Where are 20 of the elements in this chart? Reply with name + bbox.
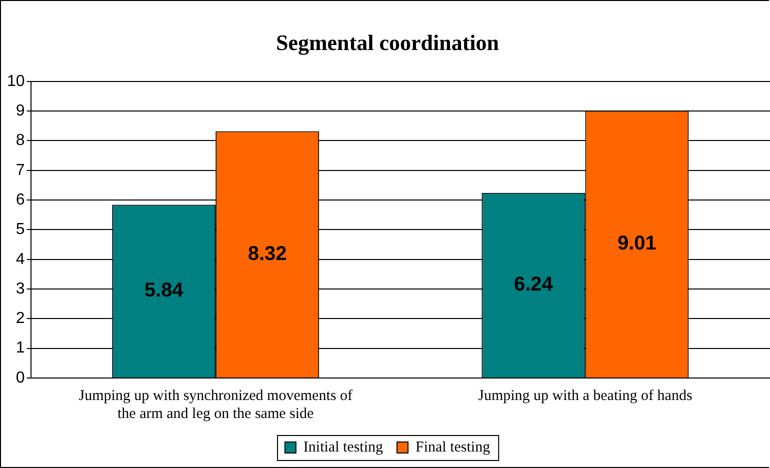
x-tick-label: Jumping up with synchronized movements of the arm and leg on the same side (78, 388, 352, 422)
y-tick-label: 7 (16, 162, 25, 179)
y-tick-label: 6 (16, 191, 25, 208)
y-tick-label: 10 (7, 72, 25, 90)
y-tick-label: 1 (16, 340, 25, 357)
y-tick-label: 5 (16, 221, 25, 238)
y-tick-label: 3 (16, 280, 25, 298)
x-tick-label: Jumping up with a beating of hands (478, 388, 692, 404)
data-label: 5.84 (144, 280, 184, 302)
data-label: 6.24 (514, 274, 554, 296)
data-label: 8.32 (248, 242, 287, 265)
legend-label: Final testing (415, 439, 491, 456)
legend-label: Initial testing (303, 439, 384, 456)
y-tick-label: 8 (16, 132, 25, 150)
y-tick-label: 2 (16, 310, 25, 328)
y-tick-label: 4 (16, 250, 25, 268)
data-label: 9.01 (617, 232, 656, 255)
chart-title: Segmental coordination (276, 30, 500, 55)
y-tick-label: 9 (16, 102, 25, 120)
y-tick-label: 0 (16, 369, 25, 386)
